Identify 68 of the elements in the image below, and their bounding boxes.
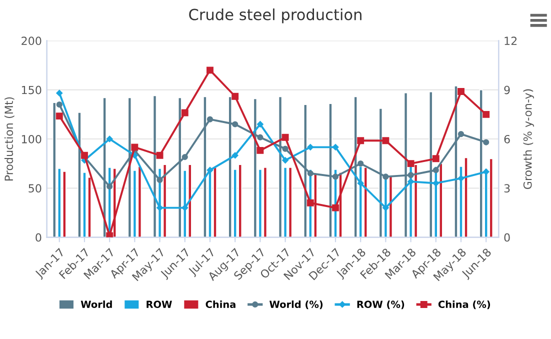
point	[408, 178, 414, 185]
point	[307, 144, 314, 150]
y-tick-label: 200	[22, 36, 42, 46]
point	[181, 109, 188, 116]
point	[432, 180, 440, 186]
point	[458, 88, 464, 95]
point	[282, 146, 288, 152]
point	[282, 157, 288, 164]
point	[407, 160, 414, 168]
point	[56, 112, 63, 120]
point	[206, 116, 214, 122]
y2-tick-label: 6	[504, 134, 510, 144]
point	[482, 168, 490, 175]
point	[206, 166, 214, 174]
y-tick-label: 100	[22, 134, 42, 144]
legend-label: World (%)	[270, 300, 323, 310]
point	[156, 152, 164, 159]
point	[382, 137, 390, 144]
point	[432, 167, 439, 174]
point	[307, 170, 314, 176]
point	[56, 90, 63, 96]
point	[232, 152, 238, 159]
y2-axis-title: Growth (% y-on-y)	[523, 89, 534, 190]
point	[483, 139, 490, 146]
y-tick-label: 50	[28, 184, 42, 193]
y2-tick-label: 3	[504, 184, 510, 193]
point	[106, 136, 113, 142]
point	[382, 174, 389, 180]
point	[382, 204, 389, 211]
point	[408, 172, 414, 178]
legend-label: China	[206, 300, 236, 308]
point	[357, 137, 364, 144]
point	[306, 199, 314, 206]
point	[206, 66, 214, 74]
y2-tick-label: 9	[504, 86, 510, 94]
point	[458, 175, 464, 182]
y-tick-label: 0	[36, 233, 42, 242]
point	[332, 204, 339, 212]
point	[156, 176, 163, 184]
point	[432, 155, 440, 162]
y-tick-label: 150	[22, 86, 42, 94]
legend-label: World	[80, 300, 112, 308]
point	[182, 154, 188, 160]
point	[357, 180, 364, 186]
point	[106, 232, 114, 238]
point	[256, 146, 264, 154]
point	[156, 204, 163, 211]
point	[358, 160, 364, 167]
point	[232, 121, 238, 128]
y-axis-title: Production (Mt)	[4, 97, 14, 181]
point	[282, 134, 289, 141]
chart-title: Crude steel production	[189, 8, 362, 24]
point	[56, 102, 62, 108]
point	[232, 92, 239, 100]
point	[332, 144, 339, 150]
point	[182, 204, 188, 211]
point	[458, 131, 464, 138]
point	[332, 174, 339, 180]
legend-label: China (%)	[438, 300, 490, 310]
legend-label: ROW (%)	[357, 300, 404, 310]
y2-tick-label: 12	[504, 36, 517, 45]
y2-tick-label: 0	[504, 233, 510, 242]
point	[106, 183, 113, 190]
legend-label: ROW	[146, 300, 172, 308]
point	[257, 134, 264, 140]
point	[482, 110, 490, 118]
point	[257, 121, 264, 128]
point	[131, 144, 138, 151]
